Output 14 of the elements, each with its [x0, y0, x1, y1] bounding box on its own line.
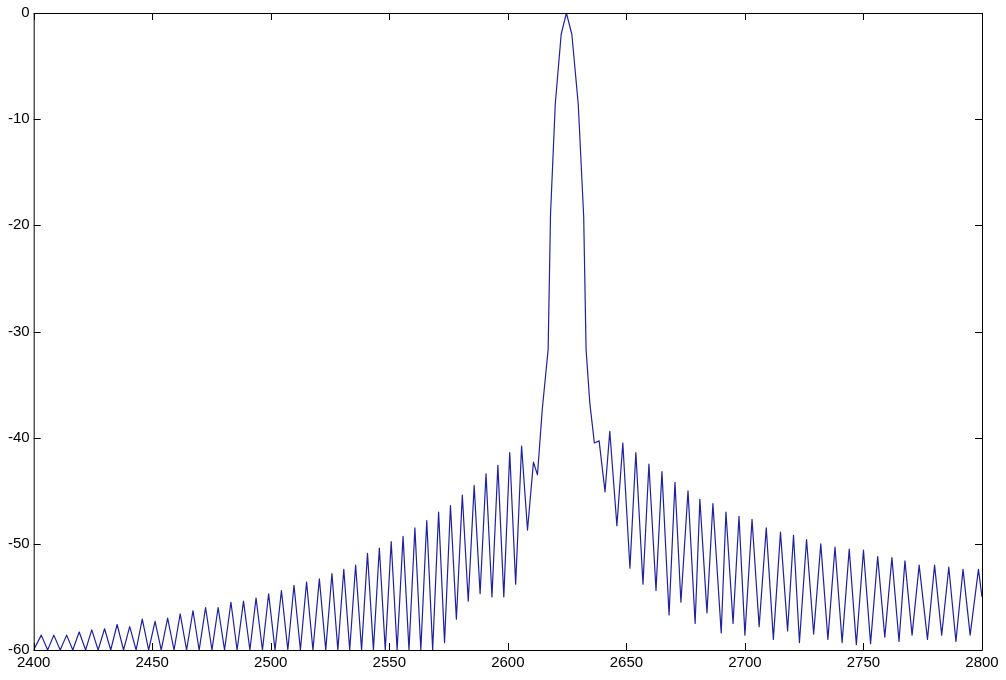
x-tick-label: 2600 [491, 653, 525, 671]
x-tick-label: 2750 [846, 653, 881, 671]
x-tick-label: 2500 [254, 653, 288, 671]
x-tick-label: 2450 [135, 653, 169, 671]
x-tick-label: 2650 [609, 653, 644, 671]
y-tick-label: -40 [7, 427, 30, 445]
y-tick-label: -20 [7, 215, 30, 233]
y-tick-label: -10 [7, 109, 30, 127]
y-tick-label: -30 [7, 321, 30, 339]
x-tick-label: 2550 [372, 653, 406, 671]
x-tick-label: 2800 [965, 653, 999, 671]
y-tick-label: 0 [21, 3, 30, 21]
y-tick-label: -50 [7, 533, 30, 551]
x-tick-label: 2700 [728, 653, 762, 671]
